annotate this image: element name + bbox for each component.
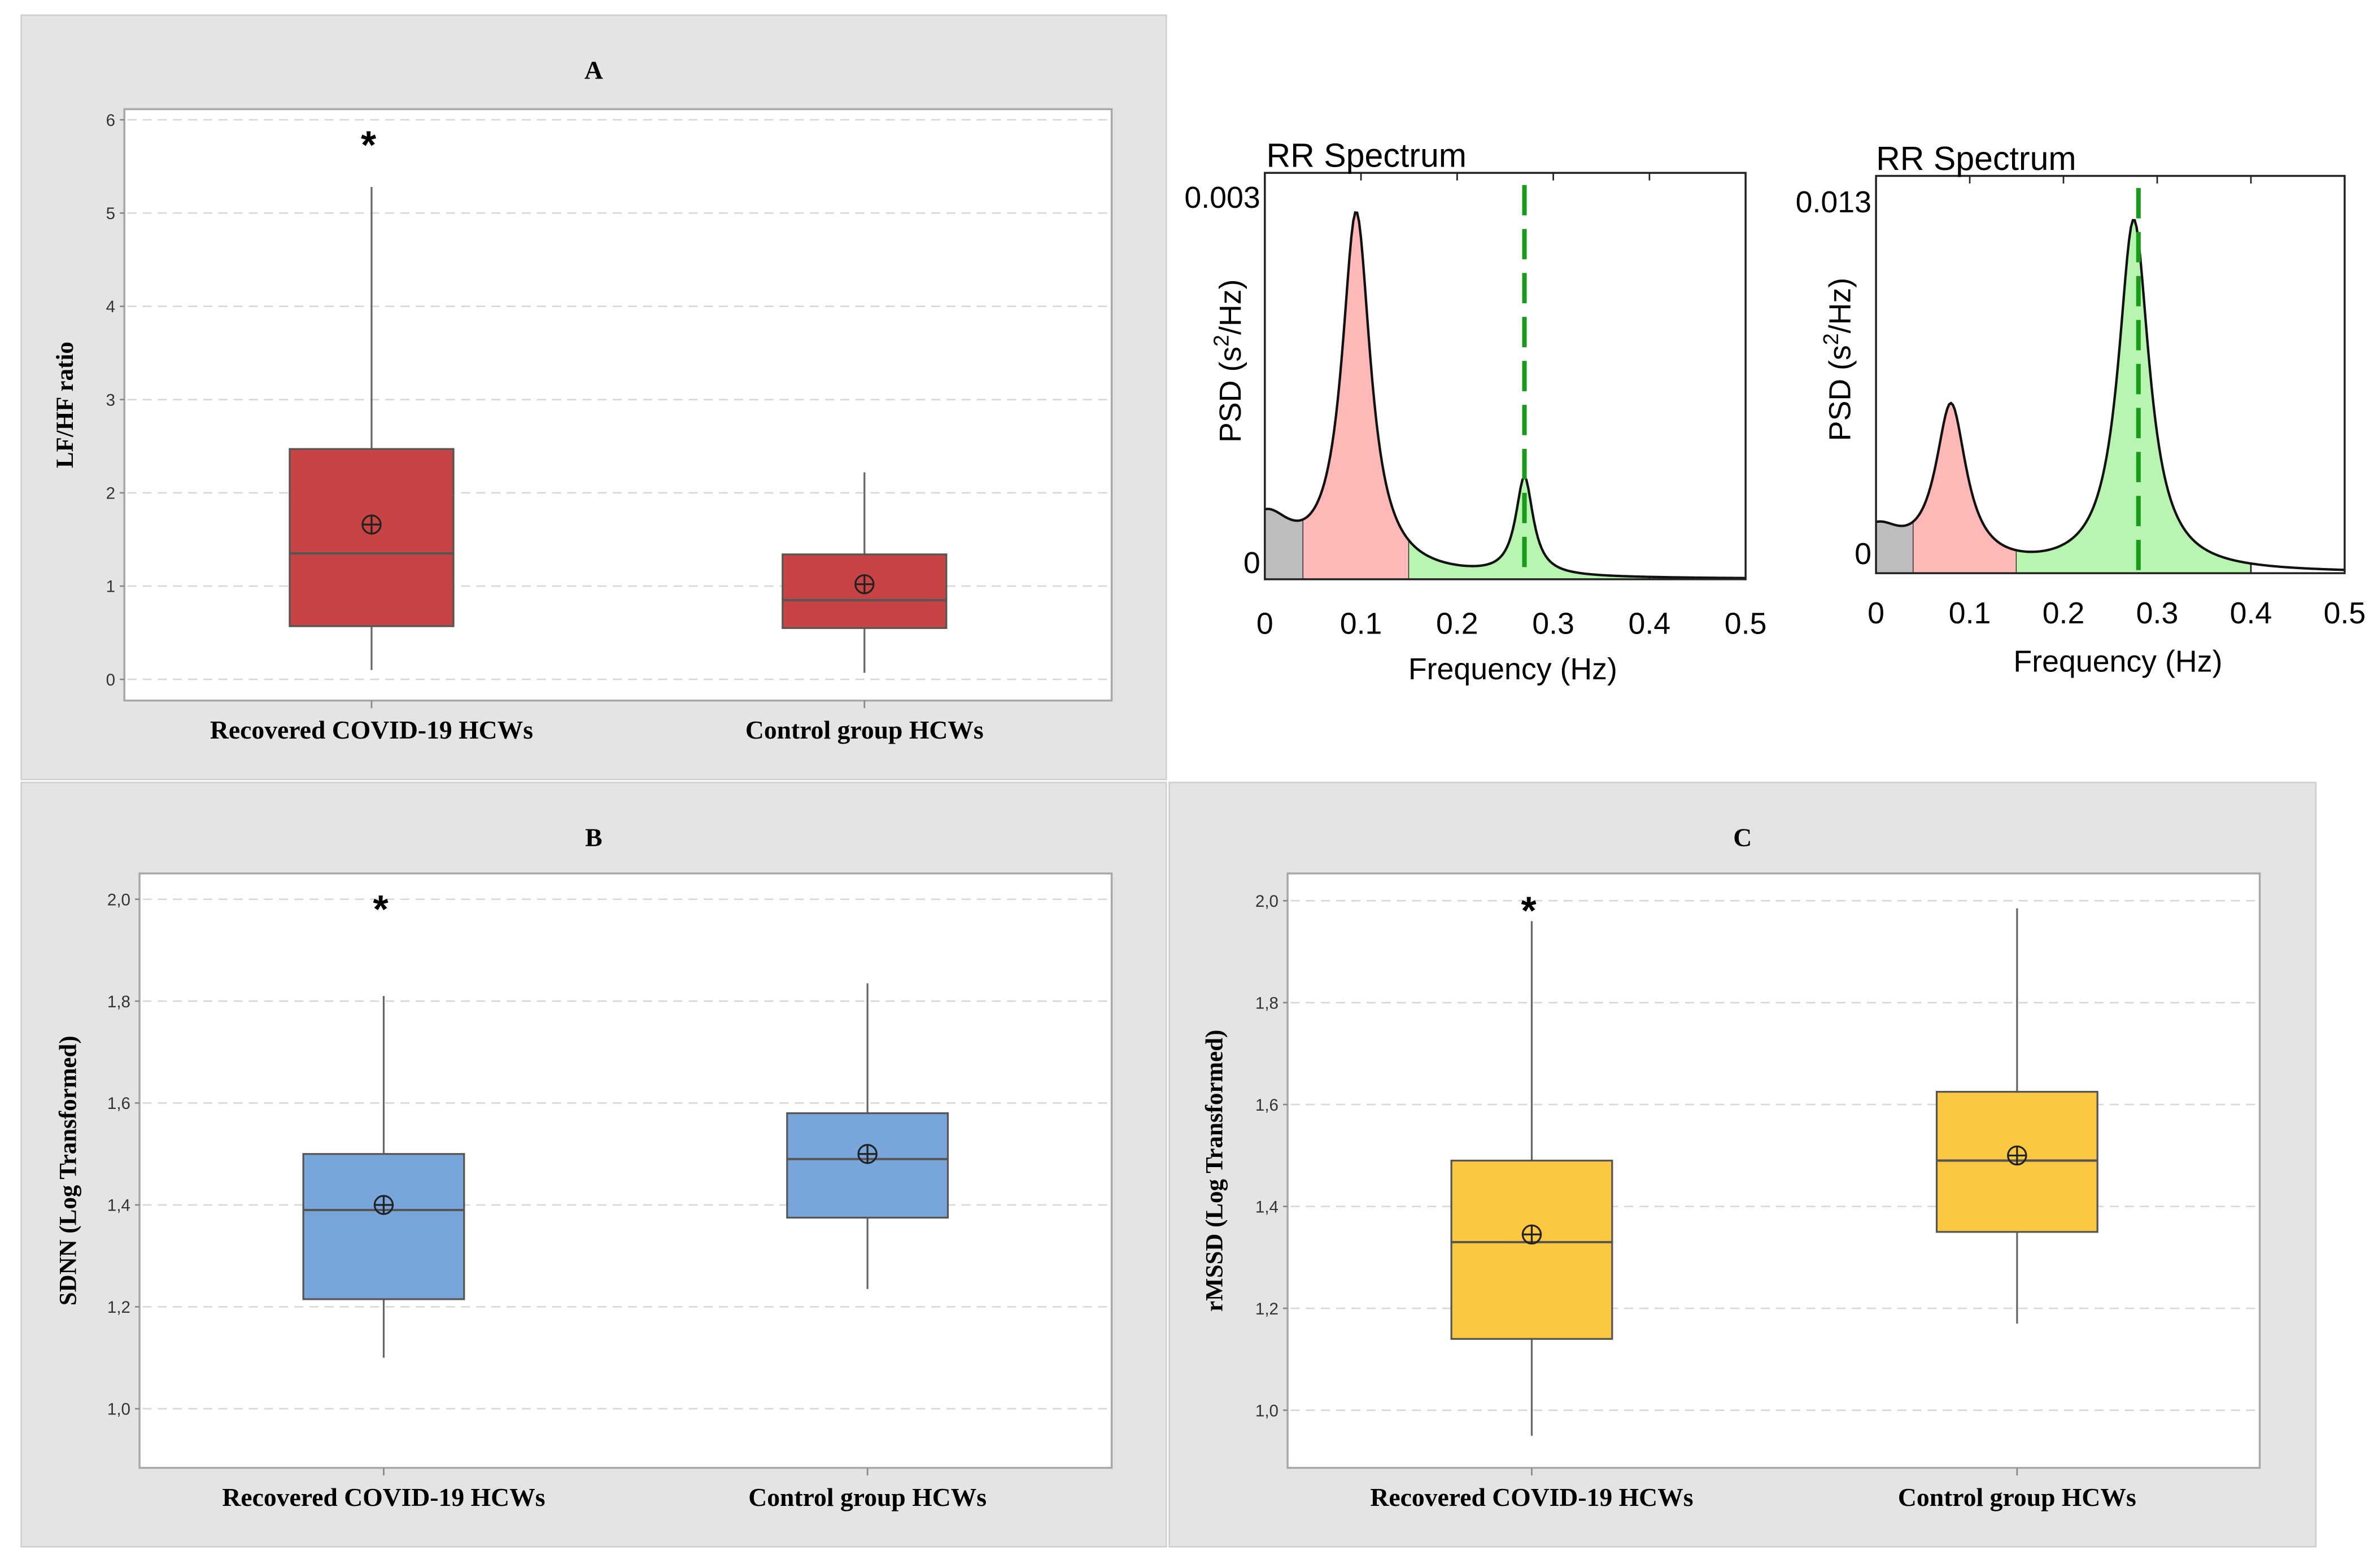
spectrum-title: RR Spectrum	[1876, 140, 2076, 177]
panel-title: C	[1733, 823, 1752, 852]
band-lf	[1303, 212, 1410, 579]
box-recovered	[1450, 921, 1613, 1436]
y-tick-label: 4	[106, 298, 115, 316]
x-axis-label: Frequency (Hz)	[2013, 645, 2222, 679]
plot-area	[138, 872, 1113, 1469]
band-hf	[1409, 476, 1650, 579]
y-axis-label-tail: /Hz)	[1214, 279, 1247, 334]
x-category-label: Control group HCWs	[745, 715, 984, 744]
y-tick-label: 1,8	[107, 993, 130, 1011]
box-control	[1935, 908, 2098, 1324]
significance-asterisk: *	[373, 887, 389, 931]
x-tick-label: 0.1	[1340, 607, 1382, 641]
panel-title: B	[585, 823, 602, 852]
y-axis-label-main: PSD (s	[1214, 347, 1247, 443]
spectrum-title: RR Spectrum	[1266, 137, 1467, 174]
rr-spectrum-1: RR Spectrum 0 0.1 0.2 0.3 0.4 0.5 0 0.003 Frequen…	[1184, 137, 1766, 686]
x-tick-label: 0.2	[2043, 596, 2085, 630]
x-tick-label: 0.3	[2136, 596, 2179, 630]
y-axis-label-superscript: 2	[1209, 335, 1233, 347]
box-recovered	[289, 187, 455, 670]
y-axis-label: SDNN (Log Transformed)	[55, 1036, 81, 1305]
y-tick-label: 1	[106, 578, 115, 596]
y-tick-label: 1,2	[1255, 1300, 1279, 1318]
panel-title: A	[584, 56, 603, 85]
plot-frame	[1264, 172, 1747, 580]
y-axis-label-main: PSD (s	[1823, 345, 1857, 441]
y-axis-label: PSD (s2/Hz)	[1819, 278, 1857, 441]
y-tick-label: 2,0	[1255, 892, 1279, 911]
box-control	[786, 983, 949, 1289]
psd-curve	[1875, 219, 2345, 571]
band-vlf	[1264, 509, 1303, 579]
y-axis-label-superscript: 2	[1819, 333, 1843, 345]
plot-frame	[1875, 174, 2346, 574]
x-tick-label: 0.4	[2230, 596, 2272, 630]
y-tick-label: 1,0	[1255, 1401, 1279, 1420]
x-tick-label: 0.5	[2324, 596, 2366, 630]
x-category-label: Recovered COVID-19 HCWs	[1370, 1483, 1693, 1512]
x-category-label: Control group HCWs	[1898, 1483, 2136, 1512]
x-tick-label: 0.3	[1532, 607, 1574, 641]
iqr-box	[786, 1112, 949, 1219]
y-tick-label: 1,6	[1255, 1096, 1279, 1115]
significance-asterisk: *	[361, 123, 377, 167]
boxplot-panel-c: C 1,0 1,2 1,4 1,6 1,8 2,0 rMSSD (Log Transforme…	[1168, 781, 2317, 1548]
x-tick-label: 0	[1256, 607, 1273, 641]
y-tick-label: 0.003	[1184, 181, 1260, 215]
band-vlf	[1876, 521, 1914, 574]
x-axis-label: Frequency (Hz)	[1408, 652, 1617, 686]
y-axis-label-tail: /Hz)	[1823, 278, 1857, 333]
y-tick-label: 2	[106, 484, 115, 503]
boxplot-panel-a: A 0 1 2 3 4 5 6 LF/HF ratio Recovered COVID-19 HC…	[20, 14, 1167, 780]
y-tick-label: 0	[1243, 546, 1260, 580]
x-tick-label: 0.2	[1436, 607, 1478, 641]
y-tick-label: 0	[1855, 537, 1871, 571]
boxplot-panel-b: B 1,0 1,2 1,4 1,6 1,8 2,0 SDNN (Log Transformed…	[20, 781, 1167, 1548]
y-tick-label: 1,2	[107, 1298, 130, 1317]
rr-spectrum-2: RR Spectrum 0 0.1 0.2 0.3 0.4 0.5 0 0.013 Frequen…	[1796, 140, 2366, 679]
y-tick-label: 3	[106, 391, 115, 409]
box-recovered	[302, 996, 465, 1358]
plot-area	[123, 108, 1113, 702]
band-hf	[2017, 220, 2251, 574]
y-axis-label: rMSSD (Log Transformed)	[1202, 1030, 1228, 1312]
x-category-label: Recovered COVID-19 HCWs	[222, 1483, 545, 1512]
y-tick-label: 6	[106, 111, 115, 130]
iqr-box	[289, 448, 455, 627]
box-control	[782, 472, 948, 673]
iqr-box	[302, 1153, 465, 1300]
y-tick-label: 1,4	[1255, 1198, 1279, 1216]
x-tick-label: 0	[1868, 596, 1884, 630]
y-tick-label: 1,8	[1255, 994, 1279, 1012]
significance-asterisk: *	[1521, 888, 1537, 932]
iqr-box	[1450, 1159, 1613, 1340]
x-category-label: Recovered COVID-19 HCWs	[210, 715, 533, 744]
y-tick-label: 0.013	[1796, 185, 1871, 219]
x-tick-label: 0.1	[1949, 596, 1991, 630]
x-tick-label: 0.4	[1629, 607, 1671, 641]
y-tick-label: 1,6	[107, 1094, 130, 1113]
y-axis-label: PSD (s2/Hz)	[1209, 279, 1247, 442]
y-axis-label: LF/HF ratio	[52, 342, 78, 468]
y-tick-label: 2,0	[107, 890, 130, 909]
x-tick-label: 0.5	[1725, 607, 1767, 641]
band-lf	[1913, 403, 2017, 574]
y-tick-label: 1,0	[107, 1400, 130, 1419]
x-category-label: Control group HCWs	[748, 1483, 987, 1512]
y-tick-label: 0	[106, 671, 115, 689]
plot-area	[1286, 872, 2261, 1469]
y-tick-label: 1,4	[107, 1196, 130, 1215]
psd-curve	[1264, 211, 1746, 579]
y-tick-label: 5	[106, 204, 115, 223]
